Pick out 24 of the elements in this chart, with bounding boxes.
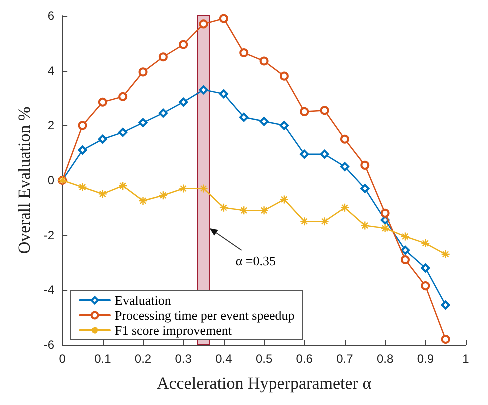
- x-tick-label: 0.2: [134, 352, 152, 366]
- y-tick-label: -4: [44, 283, 55, 298]
- legend-label: Processing time per event speedup: [115, 308, 295, 323]
- x-axis-title: Acceleration Hyperparameter α: [156, 374, 372, 393]
- x-tick-label: 0.7: [336, 352, 354, 366]
- x-tick-label: 0.8: [376, 352, 394, 366]
- x-tick-label: 0.6: [296, 352, 314, 366]
- legend-label: F1 score improvement: [115, 323, 232, 338]
- y-axis-title: Overall Evaluation %: [15, 106, 34, 254]
- x-tick-label: 0.9: [417, 352, 434, 366]
- x-tick-label: 0.3: [175, 352, 192, 366]
- y-tick-label: -2: [44, 228, 55, 242]
- y-tick-label: -6: [44, 338, 55, 352]
- y-tick-label: 2: [48, 118, 55, 133]
- annotation: α =0.35: [236, 253, 276, 268]
- x-tick-label: 0.4: [216, 352, 233, 366]
- x-tick-label: 0.1: [94, 352, 112, 366]
- x-tick-label: 0: [59, 352, 66, 366]
- x-tick-label: 1: [462, 352, 470, 366]
- y-tick-label: 6: [48, 9, 55, 23]
- y-tick-label: 0: [48, 174, 55, 188]
- y-tick-label: 4: [48, 64, 55, 78]
- x-tick-label: 0.5: [256, 352, 273, 366]
- legend-label: Evaluation: [115, 293, 172, 308]
